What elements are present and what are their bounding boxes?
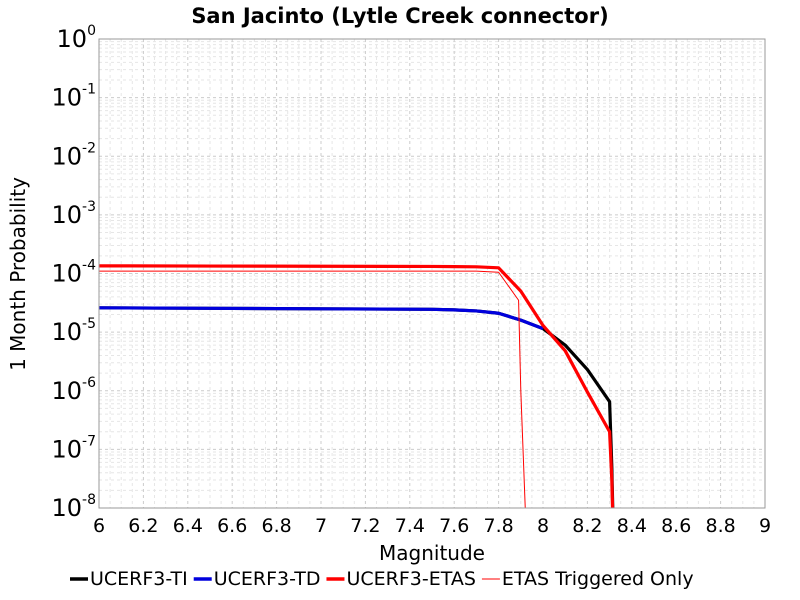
x-tick-label: 7.2 (350, 515, 380, 537)
x-tick-label: 7.4 (395, 515, 425, 537)
x-tick-labels: 6 6.2 6.4 6.6 6.8 7 7.2 7.4 7.6 7.8 8 8.2 8.4 8.6 8.8 9 (93, 515, 771, 537)
x-tick-label: 6.6 (217, 515, 247, 537)
legend-label: UCERF3-TD (214, 568, 321, 590)
x-tick-label: 6 (93, 515, 105, 537)
y-tick-label: 10-2 (51, 140, 96, 170)
x-tick-label: 8.8 (705, 515, 735, 537)
x-tick-label: 7.8 (483, 515, 513, 537)
series-line-ucerf3-etas (99, 264, 615, 508)
x-tick-label: 7.6 (439, 515, 469, 537)
plot-frame (98, 38, 766, 509)
x-tick-label: 9 (759, 515, 771, 537)
x-tick-label: 8.2 (572, 515, 602, 537)
y-axis-label: 1 Month Probability (6, 177, 30, 371)
x-tick-label: 7 (315, 515, 327, 537)
y-tick-label: 10-5 (51, 316, 96, 346)
y-tick-label: 10-8 (51, 492, 96, 522)
legend: UCERF3-TI UCERF3-TD UCERF3-ETAS ETAS Trigge… (70, 568, 694, 590)
legend-label: UCERF3-ETAS (346, 568, 475, 590)
x-tick-label: 6.8 (261, 515, 291, 537)
y-tick-label: 100 (57, 23, 96, 53)
x-axis-label: Magnitude (379, 541, 485, 565)
x-tick-label: 6.4 (173, 515, 203, 537)
y-tick-label: 10-1 (51, 82, 96, 112)
legend-label: UCERF3-TI (90, 568, 188, 590)
series-line-ucerf3-td (99, 306, 544, 331)
y-tick-label: 10-6 (51, 375, 96, 405)
chart-title: San Jacinto (Lytle Creek connector) (191, 4, 608, 28)
x-tick-label: 8.4 (617, 515, 647, 537)
x-tick-label: 6.2 (128, 515, 158, 537)
y-tick-label: 10-4 (51, 258, 96, 288)
y-tick-label: 10-7 (51, 433, 96, 463)
legend-label: ETAS Triggered Only (502, 568, 694, 590)
y-tick-labels: 100 10-1 10-2 10-3 10-4 10-5 10-6 10-7 10-8 (51, 23, 96, 522)
x-tick-label: 8.6 (661, 515, 691, 537)
major-gridlines (98, 38, 766, 509)
y-tick-label: 10-3 (51, 199, 96, 229)
series-layer (99, 264, 615, 508)
series-line-etas-triggered-only (99, 270, 526, 508)
x-tick-label: 8 (537, 515, 549, 537)
